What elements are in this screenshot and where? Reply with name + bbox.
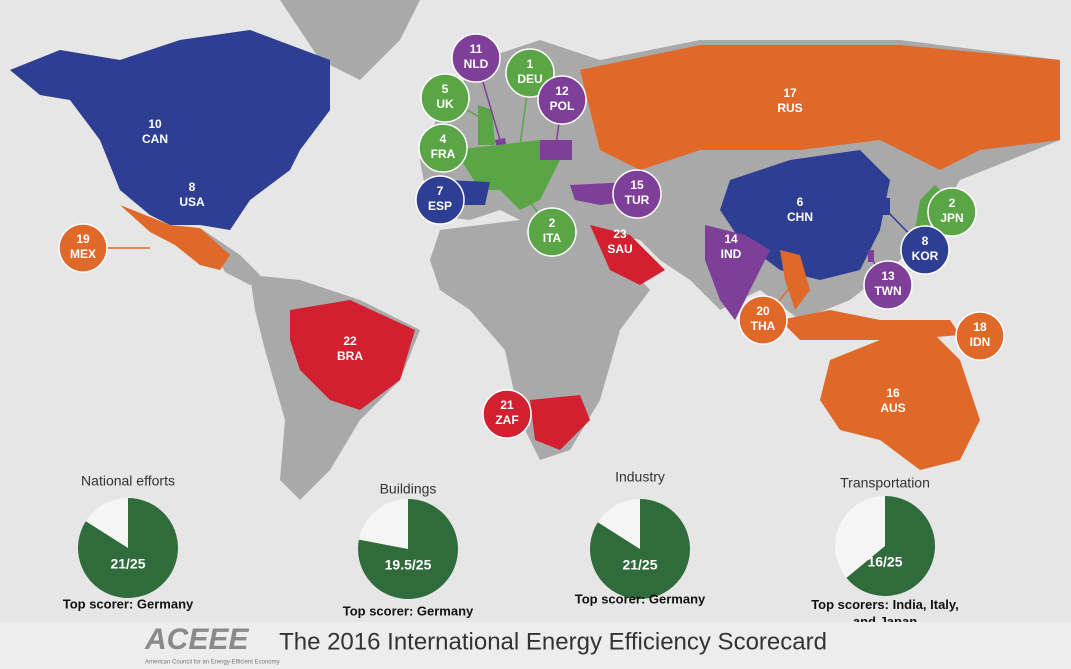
pie-slice [77,498,178,599]
top-scorer: Top scorer: Germany [575,591,706,606]
country-code: SAU [607,242,632,256]
country-code: TUR [625,193,650,207]
top-scorer: Top scorer: Germany [343,603,474,618]
country-code: IND [721,247,742,261]
country-rank: 11 [470,42,483,56]
country-code: ITA [543,231,562,245]
country-code: CHN [787,210,813,224]
country-code: USA [179,195,205,209]
country-code: MEX [70,247,96,261]
pie-label: 21/25 [622,557,657,573]
country-code: DEU [517,72,542,86]
country-badge [505,48,555,98]
country-region [10,30,330,230]
country-rank: 18 [973,320,987,334]
country-rank: 13 [881,269,895,283]
country-rank: 1 [527,57,534,71]
country-code: AUS [880,401,905,415]
country-code: BRA [337,349,363,363]
country-region [820,330,980,470]
country-code: UK [436,97,454,111]
country-code: NLD [464,57,489,71]
country-badge [527,207,577,257]
footer-band [0,622,1071,669]
country-badge [418,123,468,173]
logo-subtitle: American Council for an Energy-Efficient… [145,660,280,666]
pie-slice [590,499,691,599]
pie-label: 16/25 [867,554,902,570]
panel-title: Buildings [380,481,437,497]
country-region [290,300,415,410]
panel-title: Industry [615,469,665,485]
country-rank: 2 [949,196,956,210]
country-code: CAN [142,132,168,146]
country-code: THA [751,319,776,333]
country-region [780,250,810,310]
country-rank: 17 [783,86,797,100]
country-badge [451,33,501,83]
logo: ACEEE [144,623,249,656]
country-rank: 8 [922,234,929,248]
pie-slice [846,495,936,596]
country-rank: 8 [189,180,196,194]
footer-title: The 2016 International Energy Efficiency… [279,628,827,655]
country-rank: 16 [886,386,900,400]
country-code: TWN [874,284,901,298]
country-badge [58,223,108,273]
country-regions [10,30,1060,470]
country-badge [863,260,913,310]
top-scorer: Top scorer: Germany [63,596,194,611]
country-rank: 14 [724,232,738,246]
panel-title: Transportation [840,475,930,491]
country-region [120,205,230,270]
country-rank: 23 [613,227,627,241]
country-rank: 2 [549,216,556,230]
country-rank: 7 [437,184,444,198]
country-code: ZAF [495,413,518,427]
country-rank: 5 [442,82,449,96]
country-region [590,225,665,285]
country-badge [955,311,1005,361]
country-rank: 6 [797,195,804,209]
country-code: ESP [428,199,452,213]
country-region [580,45,1060,170]
pie-slice [358,499,458,599]
panel-title: National efforts [81,473,175,489]
country-region [540,140,572,160]
country-rank: 10 [148,117,162,131]
country-code: KOR [912,249,939,263]
country-rank: 19 [76,232,90,246]
country-badge [415,175,465,225]
country-region [530,395,590,450]
country-region [455,140,560,210]
country-code: FRA [431,147,456,161]
pie-label: 19.5/25 [385,557,432,573]
country-badge [900,225,950,275]
country-rank: 4 [440,132,447,146]
country-badge [420,73,470,123]
country-rank: 21 [500,398,514,412]
country-badge [612,169,662,219]
country-rank: 22 [343,334,357,348]
country-code: IDN [970,335,991,349]
country-rank: 20 [756,304,770,318]
country-rank: 12 [555,84,569,98]
country-rank: 15 [630,178,644,192]
country-badge [927,187,977,237]
country-badge [738,295,788,345]
country-badge [482,389,532,439]
country-badge [537,75,587,125]
pie-label: 21/25 [110,556,145,572]
country-code: JPN [940,211,963,225]
country-region [780,310,960,340]
country-region [478,105,495,145]
country-region [705,225,770,320]
country-code: RUS [777,101,802,115]
country-code: POL [550,99,575,113]
